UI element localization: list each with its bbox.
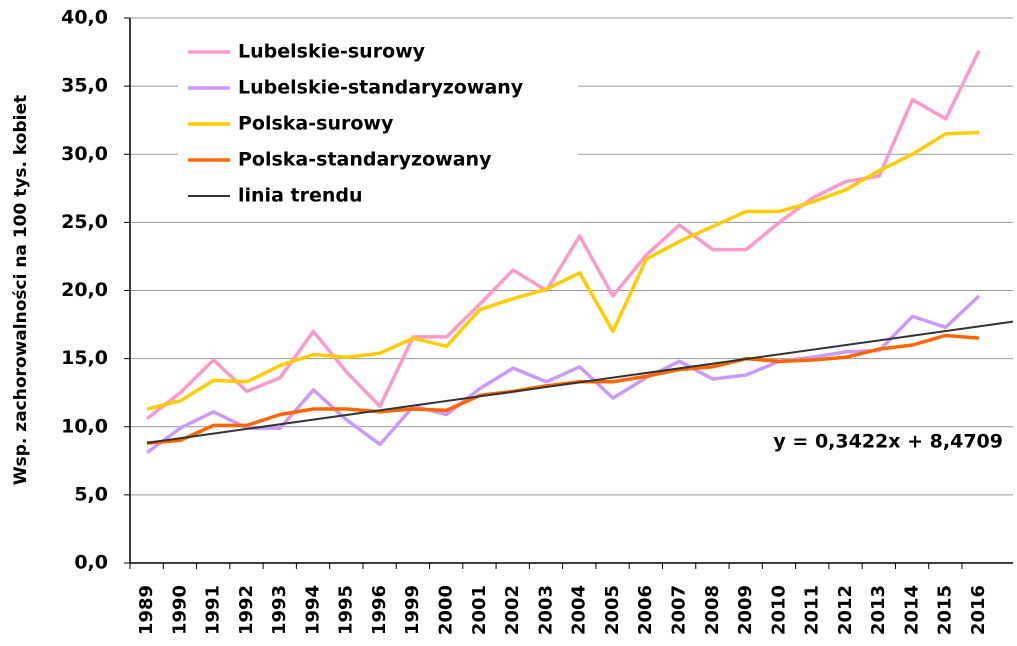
series-line xyxy=(146,130,980,411)
y-tick-label: 25,0 xyxy=(61,211,108,233)
x-tick-label: 1990 xyxy=(169,585,190,635)
x-tick-label: 1999 xyxy=(402,585,423,635)
x-tick-label: 2004 xyxy=(569,585,590,635)
y-tick-label: 40,0 xyxy=(61,7,108,29)
x-tick-label: 1991 xyxy=(203,585,224,635)
x-tick-label: 2006 xyxy=(635,585,656,635)
legend-label: Lubelskie-standaryzowany xyxy=(238,77,524,99)
y-tick-label: 30,0 xyxy=(61,143,108,165)
x-tick-label: 1996 xyxy=(369,585,390,635)
series-line xyxy=(145,49,981,420)
legend-label: linia trendu xyxy=(238,185,363,207)
x-tick-label: 2005 xyxy=(602,585,623,635)
x-tick-label: 2000 xyxy=(436,585,457,635)
x-tick-label: 2003 xyxy=(535,585,556,635)
x-tick-label: 2013 xyxy=(868,585,889,635)
x-tick-label: 2015 xyxy=(935,585,956,635)
legend-box xyxy=(178,30,578,215)
x-tick-label: 1993 xyxy=(269,585,290,635)
x-tick-label: 2016 xyxy=(968,585,989,635)
legend-label: Polska-surowy xyxy=(238,113,394,135)
x-tick-label: 1989 xyxy=(136,585,157,635)
trend-line xyxy=(146,320,1014,444)
legend-label: Lubelskie-surowy xyxy=(238,41,426,63)
x-tick-label: 2008 xyxy=(702,585,723,635)
trend-equation: y = 0,3422x + 8,4709 xyxy=(773,431,1003,453)
y-tick-label: 20,0 xyxy=(61,279,108,301)
x-tick-label: 2001 xyxy=(469,585,490,635)
x-tick-label: 2011 xyxy=(802,585,823,635)
y-tick-label: 10,0 xyxy=(61,415,108,437)
series-line xyxy=(145,294,981,455)
y-tick-label: 0,0 xyxy=(74,552,108,574)
x-tick-label: 1992 xyxy=(236,585,257,635)
legend-label: Polska-standaryzowany xyxy=(238,149,492,171)
x-tick-label: 2002 xyxy=(502,585,523,635)
y-tick-label: 5,0 xyxy=(74,483,108,505)
y-tick-label: 15,0 xyxy=(61,347,108,369)
x-tick-label: 1995 xyxy=(336,585,357,635)
x-tick-label: 2009 xyxy=(735,585,756,635)
x-tick-label: 2012 xyxy=(835,585,856,635)
x-tick-label: 1994 xyxy=(302,585,323,635)
y-tick-label: 35,0 xyxy=(61,75,108,97)
x-tick-label: 2010 xyxy=(768,585,789,635)
y-axis-title: Wsp. zachorowalności na 100 tys. kobiet xyxy=(11,95,31,485)
x-tick-label: 2007 xyxy=(668,585,689,635)
x-tick-label: 2014 xyxy=(901,585,922,635)
